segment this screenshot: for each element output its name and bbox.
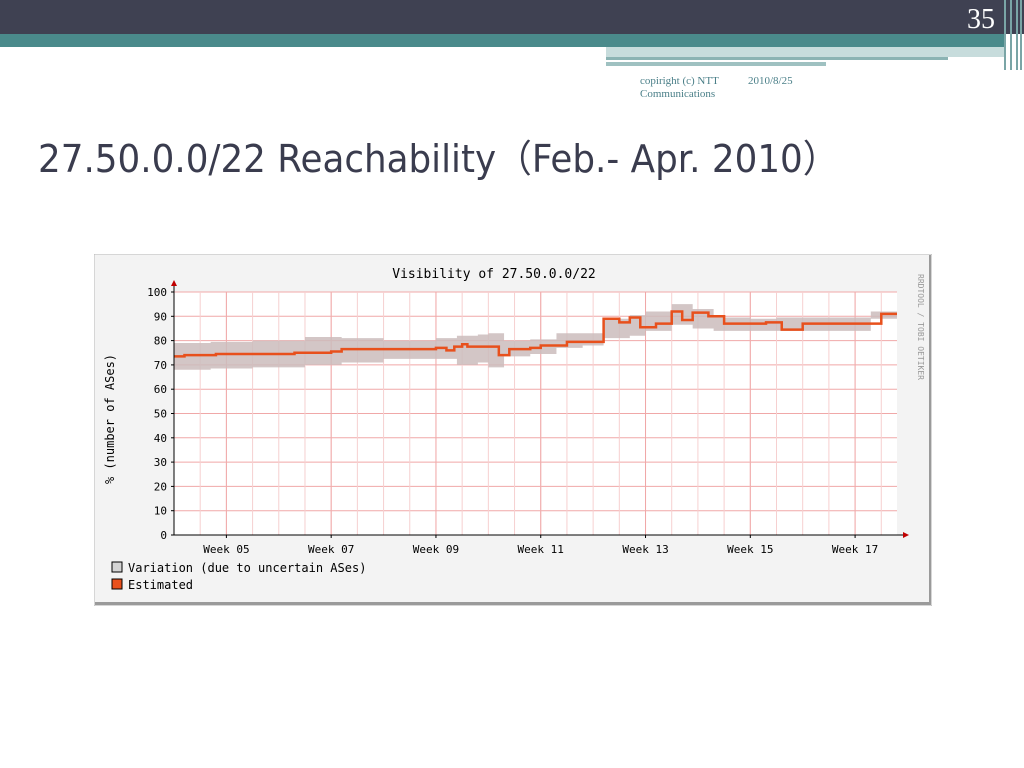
x-tick-label: Week 15 — [727, 543, 773, 556]
estimated-line-layer — [174, 310, 897, 358]
grid-layer — [173, 291, 897, 536]
accent-vline-2 — [1010, 0, 1012, 70]
x-tick-label: Week 07 — [308, 543, 354, 556]
chart-title: Visibility of 27.50.0.0/22 — [392, 267, 596, 282]
chart-svg: 0 10 20 30 40 50 60 70 80 90 100 Week 05 Week 07 Week… — [93, 253, 933, 607]
rrdtool-watermark: RRDTOOL / TOBI OETIKER — [916, 274, 925, 380]
accent-vline-3 — [1016, 0, 1018, 70]
x-tick-label: Week 05 — [203, 543, 249, 556]
x-axis-arrow — [903, 532, 909, 538]
legend-label-estimated: Estimated — [128, 578, 193, 592]
y-tick-label: 60 — [154, 383, 167, 396]
accent-band — [0, 34, 1005, 47]
slide-title: 27.50.0.0/22 Reachability（Feb.- Apr. 201… — [38, 137, 839, 181]
y-tick-label: 80 — [154, 335, 167, 348]
variation-band-layer — [174, 304, 897, 370]
y-tick-label: 30 — [154, 456, 167, 469]
x-tick-label: Week 17 — [832, 543, 878, 556]
variation-band — [174, 304, 897, 370]
y-tick-label: 100 — [147, 286, 167, 299]
chart-container: 0 10 20 30 40 50 60 70 80 90 100 Week 05 Week 07 Week… — [93, 253, 933, 607]
chart-bottom-shadow — [95, 602, 931, 605]
accent-line — [606, 57, 948, 60]
footer-copyright: copiright (c) NTT Communications — [640, 75, 719, 100]
y-axis-label: % (number of ASes) — [103, 354, 117, 484]
x-tick-label: Week 13 — [622, 543, 668, 556]
axis-layer: 0 10 20 30 40 50 60 70 80 90 100 Week 05 Week 07 Week… — [147, 280, 909, 556]
y-tick-label: 0 — [160, 529, 167, 542]
x-tick-label: Week 11 — [518, 543, 564, 556]
y-tick-label: 10 — [154, 505, 167, 518]
legend-label-variation: Variation (due to uncertain ASes) — [128, 561, 366, 575]
footer-date: 2010/8/25 — [748, 75, 793, 87]
accent-vline-4 — [1020, 0, 1022, 70]
y-tick-label: 70 — [154, 359, 167, 372]
estimated-line — [174, 310, 897, 358]
accent-line-low — [606, 62, 826, 66]
y-tick-label: 40 — [154, 432, 167, 445]
chart-right-shadow — [929, 255, 931, 605]
x-tick-label: Week 09 — [413, 543, 459, 556]
y-tick-label: 90 — [154, 310, 167, 323]
y-tick-label: 50 — [154, 408, 167, 421]
y-tick-label: 20 — [154, 480, 167, 493]
top-bar — [0, 0, 1024, 34]
legend-swatch-estimated — [111, 578, 123, 590]
accent-band-light — [606, 47, 1004, 57]
page-number: 35 — [967, 4, 995, 35]
legend-swatch-variation — [111, 561, 123, 573]
y-axis-arrow — [171, 280, 177, 286]
accent-vline-1 — [1004, 0, 1006, 70]
